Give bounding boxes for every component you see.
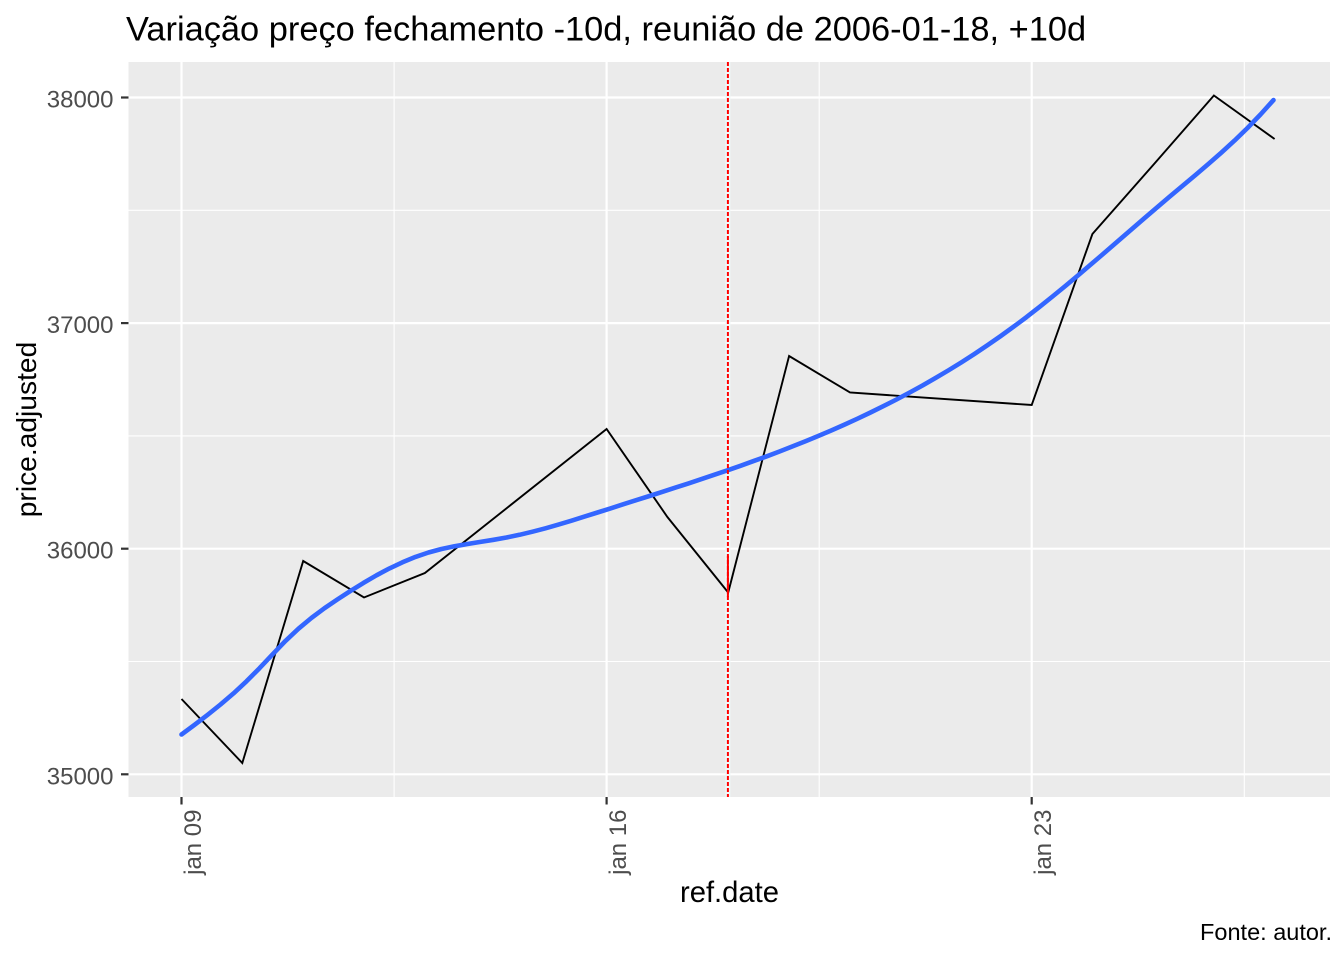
svg-text:price.adjusted: price.adjusted (10, 342, 42, 518)
svg-text:36000: 36000 (47, 538, 114, 565)
svg-text:Fonte: autor.: Fonte: autor. (1200, 919, 1332, 945)
svg-text:jan 16: jan 16 (605, 810, 632, 876)
svg-text:37000: 37000 (47, 312, 114, 339)
svg-text:jan 09: jan 09 (180, 810, 207, 876)
svg-text:35000: 35000 (47, 763, 114, 790)
svg-text:jan 23: jan 23 (1030, 810, 1057, 876)
svg-text:ref.date: ref.date (680, 877, 779, 909)
svg-text:Variação preço fechamento -10d: Variação preço fechamento -10d, reunião … (126, 11, 1086, 49)
svg-text:38000: 38000 (47, 87, 114, 114)
